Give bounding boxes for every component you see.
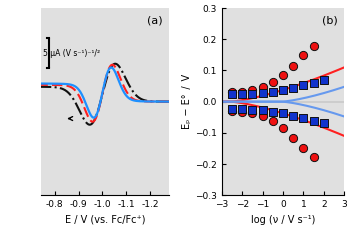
Point xyxy=(291,64,296,68)
Point xyxy=(239,108,245,111)
X-axis label: log (ν / V s⁻¹): log (ν / V s⁻¹) xyxy=(251,215,315,225)
Point xyxy=(291,114,296,118)
Point xyxy=(260,85,265,89)
Point xyxy=(300,146,306,150)
Point xyxy=(270,119,276,123)
Point xyxy=(280,126,286,130)
Point xyxy=(229,92,235,96)
Point xyxy=(291,136,296,139)
Point xyxy=(270,90,276,94)
Point xyxy=(250,88,255,92)
Point xyxy=(291,86,296,89)
Point xyxy=(260,91,265,95)
Point xyxy=(311,44,316,48)
Point xyxy=(250,92,255,95)
Point xyxy=(280,88,286,92)
Point xyxy=(300,116,306,120)
Point xyxy=(260,114,265,118)
Point xyxy=(250,111,255,115)
Point xyxy=(229,109,235,113)
Point xyxy=(250,108,255,112)
Point xyxy=(229,108,235,111)
Point xyxy=(239,110,245,113)
Point xyxy=(321,121,327,125)
Point xyxy=(239,90,245,94)
Point xyxy=(311,81,316,85)
Point xyxy=(311,119,316,122)
Point xyxy=(280,73,286,77)
Point xyxy=(270,80,276,84)
Y-axis label: Eₚ − E° / V: Eₚ − E° / V xyxy=(182,74,192,129)
Point xyxy=(229,90,235,94)
Text: (a): (a) xyxy=(147,15,163,26)
Point xyxy=(300,83,306,87)
Point xyxy=(270,110,276,113)
Point xyxy=(311,155,316,159)
Text: (b): (b) xyxy=(322,15,338,26)
Text: 5 μA (V s⁻¹)⁻¹/²: 5 μA (V s⁻¹)⁻¹/² xyxy=(43,49,100,58)
Point xyxy=(239,92,245,96)
Point xyxy=(260,109,265,112)
Point xyxy=(321,79,327,82)
Point xyxy=(300,54,306,57)
Point xyxy=(280,112,286,115)
X-axis label: E / V (vs. Fc/Fc⁺): E / V (vs. Fc/Fc⁺) xyxy=(65,215,145,225)
